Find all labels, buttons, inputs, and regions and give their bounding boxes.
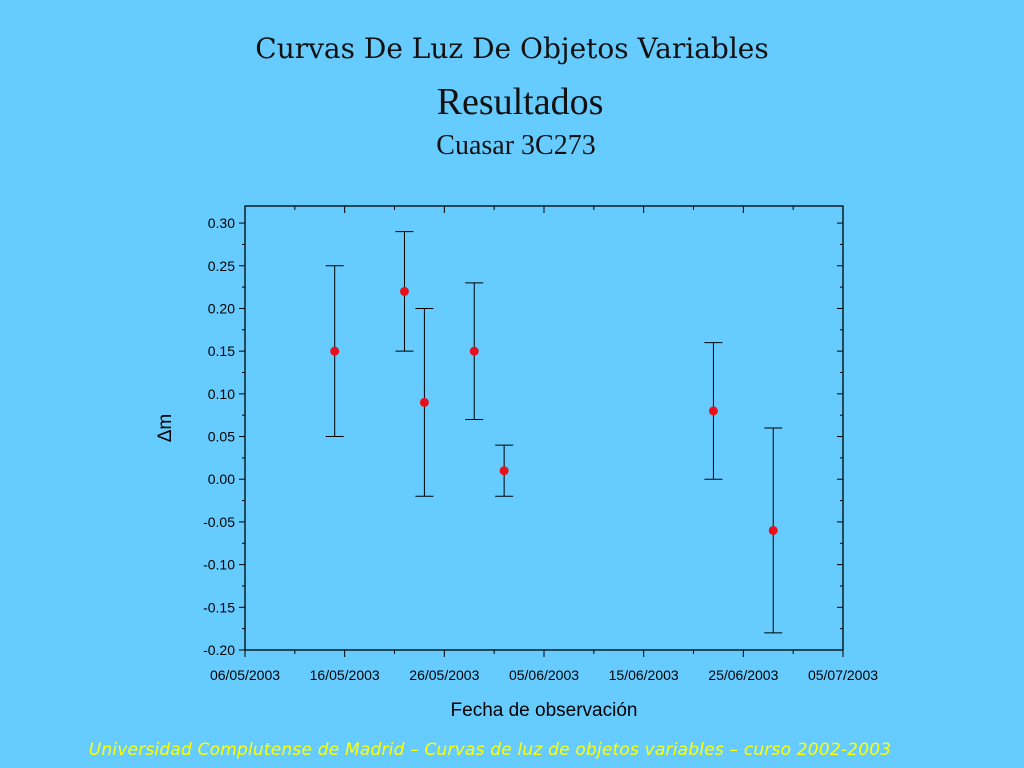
x-tick-label: 06/05/2003: [210, 667, 280, 683]
data-point: [469, 346, 479, 356]
error-bars: [325, 231, 783, 634]
y-tick-label: 0.05: [208, 429, 235, 445]
x-tick-label: 05/07/2003: [808, 667, 878, 683]
tick-labels: -0.20 -0.15 -0.10 -0.05 0.00 0.05 0.10 0.15 0.20…: [203, 215, 878, 683]
axis-ticks: [239, 206, 844, 657]
x-tick-label: 25/06/2003: [708, 667, 778, 683]
data-point: [419, 397, 429, 407]
data-point: [708, 406, 718, 416]
data-point: [399, 286, 409, 296]
x-tick-label: 26/05/2003: [409, 667, 479, 683]
x-axis-title: Fecha de observación: [451, 700, 638, 721]
slide-subtitle: Resultados: [436, 81, 604, 123]
y-tick-label: -0.10: [203, 557, 235, 573]
y-tick-label: 0.30: [208, 215, 235, 231]
footer-credit: Universidad Complutense de Madrid – Curv…: [88, 740, 892, 760]
x-tick-label: 15/06/2003: [609, 667, 679, 683]
y-tick-label: 0.20: [208, 300, 235, 316]
y-tick-label: -0.05: [203, 514, 235, 530]
plot-frame: [244, 205, 844, 651]
x-tick-label: 05/06/2003: [509, 667, 579, 683]
object-name: Cuasar 3C273: [436, 130, 596, 161]
y-tick-label: 0.10: [208, 386, 235, 402]
y-axis-title: Δm: [155, 414, 176, 443]
y-tick-label: 0.00: [208, 471, 235, 487]
y-tick-label: 0.25: [208, 258, 235, 274]
y-tick-label: -0.15: [203, 599, 235, 615]
y-tick-label: -0.20: [203, 642, 235, 658]
y-tick-label: 0.15: [208, 343, 235, 359]
slide-title: Curvas De Luz De Objetos Variables: [255, 32, 769, 65]
data-point: [768, 525, 778, 535]
data-point: [499, 466, 509, 476]
data-point: [330, 346, 340, 356]
data-points: [330, 286, 778, 535]
x-tick-label: 16/05/2003: [310, 667, 380, 683]
